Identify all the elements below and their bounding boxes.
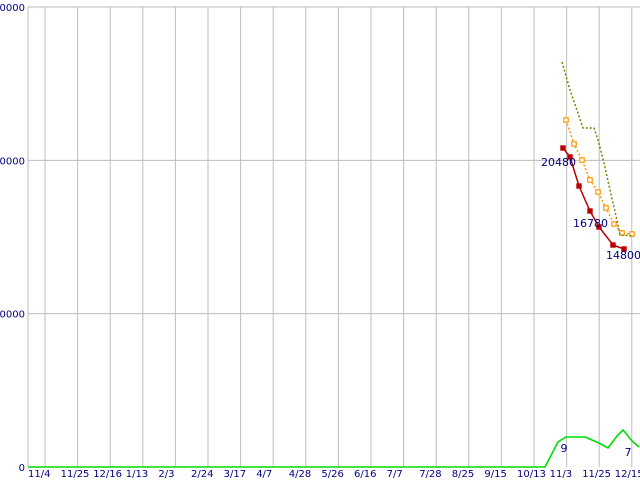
y-tick-label: 10000 (0, 310, 25, 321)
x-tick-label: 2/24 (191, 469, 213, 480)
data-point-marker (587, 208, 593, 214)
data-point-marker (603, 205, 609, 211)
x-tick-label: 6/16 (354, 469, 376, 480)
x-tick-label: 11/4 (28, 469, 50, 480)
data-point-marker (610, 242, 616, 248)
x-tick-label: 7/28 (419, 469, 441, 480)
y-axis-tick-labels: 0 10000 20000 30000 (0, 3, 25, 474)
data-point-marker (571, 141, 577, 147)
x-tick-label: 7/7 (387, 469, 403, 480)
data-point-marker (560, 145, 566, 151)
series-line (561, 61, 635, 237)
x-tick-label: 4/7 (256, 469, 272, 480)
y-tick-label: 0 (19, 463, 25, 474)
data-point-label: 20480 (541, 156, 576, 169)
x-tick-label: 10/13 (517, 469, 546, 480)
data-point-marker (611, 221, 617, 227)
x-tick-label: 4/28 (289, 469, 311, 480)
data-point-marker (587, 177, 593, 183)
series-line (28, 428, 640, 468)
data-point-label: 7 (625, 446, 632, 459)
series-olive-dotted-series (561, 61, 635, 237)
data-point-label: 9 (561, 442, 568, 455)
x-tick-label: 9/15 (484, 469, 506, 480)
series-layer (28, 61, 640, 468)
data-point-label: 14800 (606, 249, 640, 262)
x-tick-label: 1/13 (126, 469, 148, 480)
series-green-baseline-series (28, 428, 640, 468)
data-point-marker (595, 189, 601, 195)
x-tick-label: 11/3 (550, 469, 572, 480)
data-labels: 20480 16780 14800 9 7 (541, 156, 640, 459)
data-point-marker (579, 157, 585, 163)
data-point-marker (563, 117, 569, 123)
x-tick-label: 3/17 (224, 469, 246, 480)
series-red-solid-series (560, 145, 627, 252)
x-tick-label: 12/16 (93, 469, 122, 480)
axis-layer (27, 6, 640, 467)
x-axis-tick-labels: 11/4 11/25 12/16 1/13 2/3 2/24 3/17 4/7 4/28 5/26… (28, 469, 640, 480)
data-point-marker (576, 183, 582, 189)
grid-layer (28, 6, 640, 467)
data-point-marker (567, 154, 573, 160)
x-tick-label: 11/25 (61, 469, 90, 480)
x-tick-label: 5/26 (321, 469, 343, 480)
data-point-label: 16780 (573, 217, 608, 230)
x-tick-label: 12/15 (615, 469, 640, 480)
data-point-marker (629, 231, 635, 237)
x-tick-label: 11/25 (582, 469, 611, 480)
y-tick-label: 30000 (0, 3, 25, 14)
x-tick-label: 2/3 (158, 469, 174, 480)
y-tick-label: 20000 (0, 156, 25, 167)
series-orange-dotted-series (563, 117, 635, 237)
x-tick-label: 8/25 (452, 469, 474, 480)
data-point-marker (621, 246, 627, 252)
data-point-marker (596, 224, 602, 230)
